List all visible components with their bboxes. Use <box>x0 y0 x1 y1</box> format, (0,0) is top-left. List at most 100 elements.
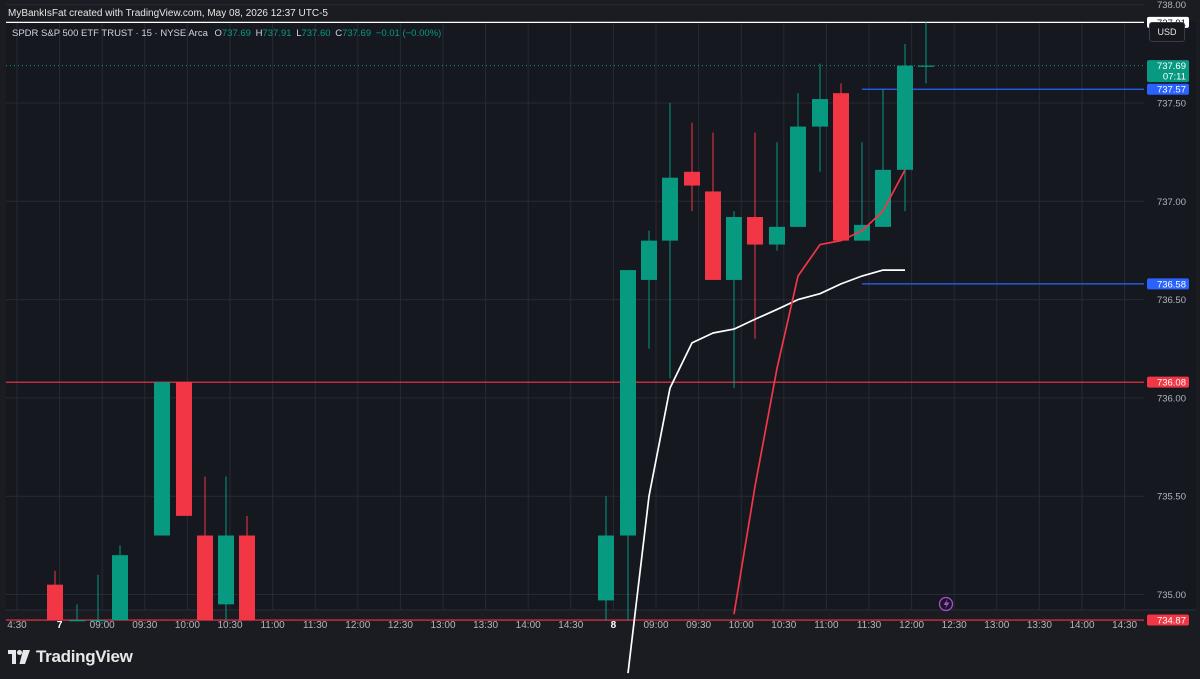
time-axis-tick: 14:30 <box>1112 620 1137 631</box>
legend-l-label: L <box>296 28 301 39</box>
time-axis-tick: 13:30 <box>1027 620 1052 631</box>
chart-caption: MyBankIsFat created with TradingView.com… <box>8 8 328 19</box>
time-axis-tick: 12:00 <box>345 620 370 631</box>
tradingview-logo-text: TradingView <box>36 647 133 666</box>
candle[interactable] <box>875 89 891 227</box>
price-axis-tick: 735.50 <box>1157 492 1186 503</box>
candle[interactable] <box>197 476 213 621</box>
current-price-label: 737.69 <box>1157 61 1186 72</box>
candle-body <box>176 382 192 516</box>
candle[interactable] <box>854 142 870 241</box>
time-axis-tick: 10:30 <box>771 620 796 631</box>
time-axis-tick: 14:00 <box>1069 620 1094 631</box>
svg-text:734.87: 734.87 <box>1157 616 1186 627</box>
candle[interactable] <box>641 230 657 349</box>
candle-body <box>218 535 234 605</box>
candle-body <box>598 535 614 601</box>
time-axis-tick: 11:00 <box>814 620 839 631</box>
legend-symbol: SPDR S&P 500 ETF TRUST · 15 · NYSE Arca <box>12 28 209 39</box>
candle-body <box>747 217 763 245</box>
candle-body <box>662 177 678 241</box>
candle[interactable] <box>69 604 85 622</box>
candle[interactable] <box>176 382 192 516</box>
time-axis-tick: 12:30 <box>942 620 967 631</box>
currency-button[interactable]: USD <box>1149 22 1185 42</box>
time-axis-tick: 09:30 <box>686 620 711 631</box>
moving-averages <box>627 169 906 674</box>
candle[interactable] <box>154 382 170 536</box>
legend: SPDR S&P 500 ETF TRUST · 15 · NYSE Arca … <box>12 28 441 39</box>
candle[interactable] <box>833 83 849 241</box>
time-axis-tick: 11:30 <box>857 620 882 631</box>
time-axis-tick: 13:00 <box>984 620 1009 631</box>
candle-body <box>684 171 700 186</box>
candle[interactable] <box>620 270 636 621</box>
candle[interactable] <box>790 93 806 227</box>
time-axis-tick: 13:00 <box>430 620 455 631</box>
candle[interactable] <box>239 515 255 621</box>
tradingview-logo[interactable]: TradingView <box>8 646 133 668</box>
time-axis-tick: 10:30 <box>217 620 242 631</box>
price-level-tag: 737.57 <box>1147 83 1189 96</box>
time-axis-tick: 4:30 <box>7 620 27 631</box>
time-axis-tick: 13:30 <box>473 620 498 631</box>
candle[interactable] <box>598 496 614 621</box>
candle-body <box>705 191 721 280</box>
candle-body <box>897 65 913 170</box>
time-axis-tick: 11:30 <box>303 620 328 631</box>
legend-c-label: C <box>335 28 342 39</box>
price-level-tag: 736.58 <box>1147 278 1189 290</box>
candle[interactable] <box>726 211 742 389</box>
candle-body <box>875 169 891 227</box>
candle[interactable] <box>112 545 128 621</box>
candle-body <box>112 555 128 621</box>
price-axis-tick: 736.50 <box>1157 295 1186 306</box>
bar-countdown: 07:11 <box>1163 72 1186 83</box>
candle-body <box>769 226 785 245</box>
time-axis-tick: 14:30 <box>558 620 583 631</box>
candle-body <box>47 584 63 621</box>
moving-average-white <box>627 269 905 674</box>
candle-body <box>854 224 870 241</box>
candle[interactable] <box>684 122 700 212</box>
legend-change: −0.01 (−0.00%) <box>376 28 442 39</box>
candle[interactable] <box>918 22 934 84</box>
candle[interactable] <box>47 570 63 621</box>
price-axis-tick: 735.00 <box>1157 590 1186 601</box>
time-axis-tick: 12:00 <box>899 620 924 631</box>
candle[interactable] <box>90 574 106 622</box>
candle[interactable] <box>662 103 678 379</box>
candle[interactable] <box>705 132 721 280</box>
candle-body <box>620 270 636 536</box>
time-axis-tick: 10:00 <box>729 620 754 631</box>
candle[interactable] <box>769 142 785 251</box>
lightning-icon[interactable] <box>938 596 954 612</box>
candle-body <box>197 535 213 621</box>
price-levels <box>6 21 1144 621</box>
price-axis-labels: 740.50740.00739.50739.00738.50738.00737.… <box>1157 0 1186 601</box>
candle[interactable] <box>897 44 913 212</box>
price-level-tag: 736.08 <box>1147 376 1189 389</box>
svg-text:736.08: 736.08 <box>1157 378 1186 389</box>
candle[interactable] <box>747 132 763 339</box>
price-axis-tick: 738.00 <box>1157 0 1186 11</box>
candlestick-series <box>47 22 934 622</box>
moving-average-red <box>733 169 906 615</box>
candle-body <box>918 65 934 67</box>
candle-body <box>641 240 657 280</box>
time-axis-tick: 7 <box>57 620 63 631</box>
candle-body <box>90 620 106 622</box>
time-axis-labels: 4:30 7 09:00 09:30 10:00 10:30 11:00 11:30 12:00… <box>7 620 1137 631</box>
price-axis-tick: 736.00 <box>1157 393 1186 404</box>
time-axis-tick: 14:00 <box>516 620 541 631</box>
time-axis-tick: 09:00 <box>90 620 115 631</box>
svg-text:737.57: 737.57 <box>1157 85 1186 96</box>
time-axis-tick: 8 <box>611 620 617 631</box>
candle[interactable] <box>218 476 234 621</box>
candle-body <box>726 217 742 280</box>
candle[interactable] <box>812 63 828 172</box>
candle-body <box>790 126 806 227</box>
time-axis-tick: 09:30 <box>132 620 157 631</box>
legend-o-label: O <box>215 28 222 39</box>
